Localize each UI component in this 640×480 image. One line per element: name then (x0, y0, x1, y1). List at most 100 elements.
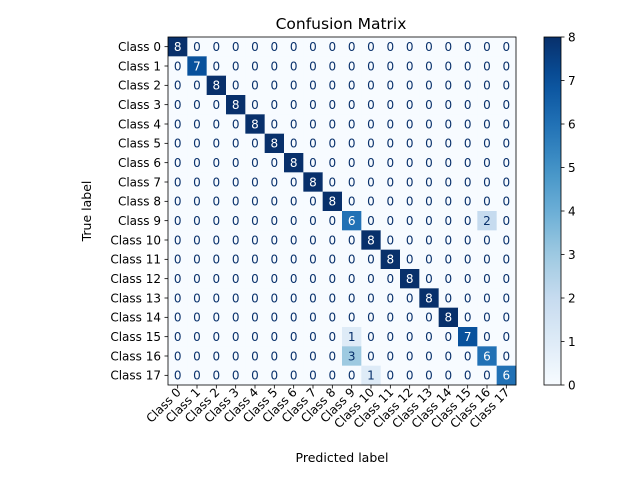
heatmap-cell (361, 172, 381, 192)
heatmap-cell (477, 191, 497, 212)
heatmap-cell (168, 172, 188, 192)
cell-value-label: 0 (309, 117, 317, 131)
heatmap-cell (206, 56, 227, 76)
heatmap-cell (438, 172, 459, 192)
cell-value-label: 0 (251, 195, 259, 209)
heatmap-cell (226, 211, 246, 231)
heatmap-cell (380, 133, 401, 154)
cell-value-label: 0 (271, 79, 279, 93)
cell-value-label: 0 (329, 117, 337, 131)
cell-value-label: 0 (271, 369, 279, 383)
cell-value-label: 0 (213, 156, 221, 170)
cell-value-label: 0 (464, 137, 472, 151)
cell-value-label: 0 (483, 137, 491, 151)
y-tick-label: Class 9 (118, 214, 161, 228)
heatmap-cell (361, 230, 381, 250)
heatmap-cell (496, 288, 517, 308)
cell-value-label: 0 (271, 59, 279, 73)
heatmap-cell (380, 75, 401, 96)
cell-value-label: 0 (483, 291, 491, 305)
heatmap-cell (477, 133, 497, 154)
colorbar-tick-label: 5 (568, 161, 576, 175)
heatmap-cell (342, 269, 362, 289)
cell-value-label: 0 (174, 59, 182, 73)
heatmap-cell (438, 346, 459, 366)
heatmap-cell (496, 346, 517, 366)
heatmap-cell (361, 37, 381, 57)
cell-value-label: 0 (232, 59, 240, 73)
heatmap-cell (168, 75, 188, 96)
heatmap-cell (245, 269, 265, 289)
heatmap-cell (168, 365, 188, 386)
cell-value-label: 0 (251, 175, 259, 189)
heatmap-cell (206, 95, 227, 115)
heatmap-cell (361, 114, 381, 134)
heatmap-cell (206, 307, 227, 328)
heatmap-cell (264, 288, 285, 308)
heatmap-cell (458, 95, 478, 115)
y-tick-label: Class 7 (118, 175, 161, 189)
heatmap-cell (187, 365, 207, 386)
heatmap-cell (477, 56, 497, 76)
cell-value-label: 0 (193, 369, 201, 383)
y-tick-label: Class 17 (110, 369, 161, 383)
cell-value-label: 0 (406, 214, 414, 228)
chart-title: Confusion Matrix (276, 15, 407, 33)
heatmap-cell (400, 230, 420, 250)
heatmap-cell (322, 133, 343, 154)
heatmap-cell (303, 230, 323, 250)
heatmap-cell (477, 249, 497, 270)
cell-value-label: 0 (387, 79, 395, 93)
cell-value-label: 0 (367, 253, 375, 267)
heatmap-cell (380, 56, 401, 76)
heatmap-cell (264, 269, 285, 289)
cell-value-label: 0 (387, 311, 395, 325)
heatmap-cell (322, 230, 343, 250)
cell-value-label: 0 (232, 79, 240, 93)
heatmap-cell (206, 37, 227, 57)
heatmap-cell (380, 288, 401, 308)
cell-value-label: 0 (503, 272, 511, 286)
cell-value-label: 0 (445, 98, 453, 112)
cell-value-label: 0 (367, 195, 375, 209)
cell-value-label: 0 (367, 214, 375, 228)
cell-value-label: 0 (348, 272, 356, 286)
cell-value-label: 8 (232, 98, 240, 112)
cell-value-label: 0 (503, 253, 511, 267)
heatmap-cell (245, 95, 265, 115)
cell-value-label: 0 (387, 291, 395, 305)
cell-value-label: 0 (174, 330, 182, 344)
cell-value-label: 0 (290, 79, 298, 93)
cell-value-label: 0 (503, 40, 511, 54)
cell-value-label: 0 (445, 253, 453, 267)
heatmap-cell (438, 327, 459, 347)
heatmap-cell (168, 307, 188, 328)
cell-value-label: 0 (406, 175, 414, 189)
cell-value-label: 0 (251, 59, 259, 73)
heatmap-cell (361, 153, 381, 173)
cell-value-label: 0 (348, 369, 356, 383)
cell-value-label: 0 (483, 195, 491, 209)
cell-value-label: 0 (213, 137, 221, 151)
cell-value-label: 0 (464, 117, 472, 131)
heatmap-cell (496, 56, 517, 76)
cell-value-label: 0 (213, 369, 221, 383)
heatmap-cell (361, 249, 381, 270)
heatmap-cell (168, 230, 188, 250)
cell-value-label: 8 (387, 253, 395, 267)
heatmap-cell (400, 191, 420, 212)
heatmap-cell (226, 56, 246, 76)
cell-value-label: 0 (503, 156, 511, 170)
heatmap-cell (342, 153, 362, 173)
cell-value-label: 0 (425, 40, 433, 54)
y-tick-label: Class 12 (110, 272, 161, 286)
heatmap-cell (438, 191, 459, 212)
cell-value-label: 0 (425, 156, 433, 170)
cell-value-label: 0 (387, 349, 395, 363)
cell-value-label: 0 (464, 40, 472, 54)
heatmap-cell (458, 153, 478, 173)
heatmap-cell (400, 327, 420, 347)
heatmap-cell (284, 95, 304, 115)
cell-value-label: 0 (425, 117, 433, 131)
cell-value-label: 0 (232, 156, 240, 170)
